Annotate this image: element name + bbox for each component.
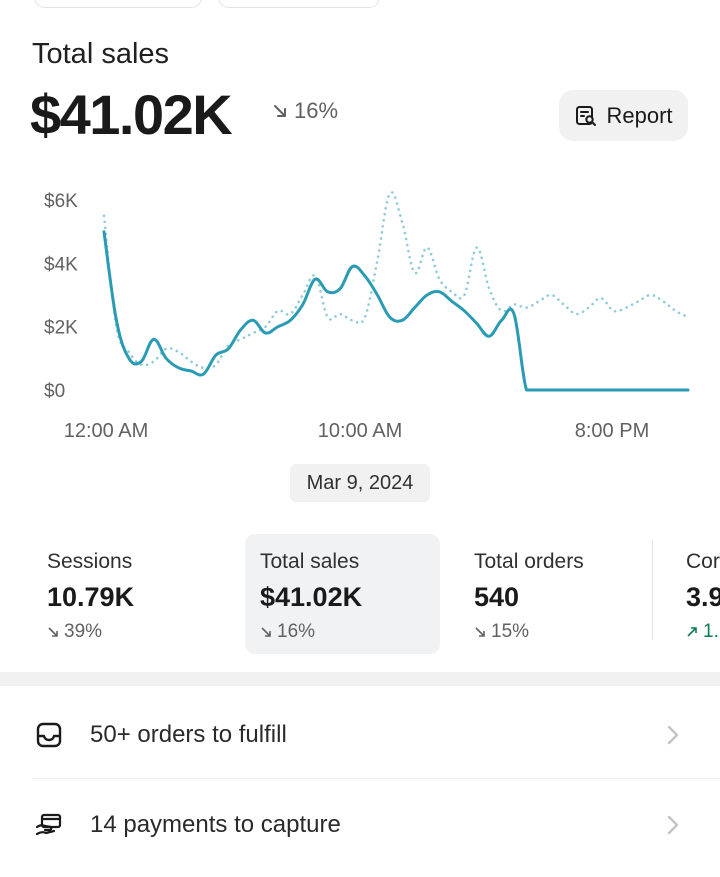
- date-label[interactable]: Mar 9, 2024: [290, 464, 430, 502]
- page-title: Total sales: [32, 38, 170, 70]
- metric-delta: 39%: [47, 621, 237, 643]
- metric-conversion[interactable]: Cor 3.9 1.: [686, 534, 720, 654]
- metric-total-orders[interactable]: Total orders 540 15%: [474, 534, 644, 654]
- metric-sessions[interactable]: Sessions 10.79K 39%: [47, 534, 237, 654]
- top-tab-right[interactable]: [218, 0, 380, 8]
- chevron-right-icon: [667, 815, 679, 835]
- x-tick-label: 8:00 PM: [575, 420, 649, 442]
- metric-delta-value: 16%: [277, 621, 316, 642]
- metric-delta: 1.: [686, 621, 720, 643]
- metric-delta-value: 1.: [703, 621, 719, 642]
- y-tick-label: $6K: [44, 191, 78, 212]
- metric-total-sales[interactable]: Total sales $41.02K 16%: [245, 534, 440, 654]
- task-orders-to-fulfill[interactable]: 50+ orders to fulfill: [0, 690, 720, 780]
- arrow-down-right-icon: [274, 105, 286, 117]
- arrow-down-right-icon: [475, 627, 485, 637]
- metric-value: $41.02K: [260, 582, 363, 612]
- metric-delta-value: 15%: [491, 621, 530, 642]
- task-divider: [32, 778, 720, 779]
- task-payments-to-capture[interactable]: 14 payments to capture: [0, 780, 720, 870]
- arrow-down-right-icon: [48, 627, 58, 637]
- y-tick-label: $2K: [44, 318, 78, 339]
- chevron-right-icon: [667, 725, 679, 745]
- metric-value: 540: [474, 582, 520, 612]
- y-tick-label: $4K: [44, 254, 78, 275]
- top-tab-left[interactable]: [34, 0, 202, 8]
- task-label: 50+ orders to fulfill: [90, 721, 287, 748]
- report-button-label: Report: [606, 102, 673, 128]
- x-tick-label: 10:00 AM: [318, 420, 403, 442]
- metrics-row: Sessions 10.79K 39% Total sales $41.02K …: [0, 530, 720, 656]
- total-sales-change: 16%: [270, 98, 338, 124]
- metrics-divider: [652, 540, 653, 640]
- x-tick-label: 12:00 AM: [64, 420, 149, 442]
- arrow-up-right-icon: [687, 627, 697, 637]
- hand-card-icon: [35, 813, 62, 836]
- metric-label: Total orders: [474, 550, 584, 573]
- metric-delta: 16%: [260, 621, 440, 643]
- report-button[interactable]: Report: [559, 90, 688, 141]
- arrow-down-right-icon: [261, 627, 271, 637]
- metric-delta-value: 39%: [64, 621, 103, 642]
- section-separator: [0, 672, 720, 686]
- metric-label: Sessions: [47, 550, 133, 573]
- metric-label: Cor: [686, 550, 720, 573]
- total-sales-change-value: 16%: [294, 98, 339, 123]
- total-sales-value: $41.02K: [30, 83, 233, 146]
- inbox-icon: [36, 722, 62, 748]
- metric-value: 10.79K: [47, 582, 135, 612]
- comparison-series-line: [102, 191, 690, 370]
- metric-label: Total sales: [260, 550, 360, 573]
- report-icon: [576, 105, 597, 126]
- sales-line-chart: $6K $4K $2K $0 12:00 AM 10:00 AM 8:00 PM: [44, 191, 690, 442]
- y-tick-label: $0: [44, 381, 65, 402]
- current-series-line: [102, 230, 690, 392]
- metric-delta: 15%: [474, 621, 644, 643]
- task-label: 14 payments to capture: [90, 811, 341, 838]
- metric-value: 3.9: [686, 582, 720, 612]
